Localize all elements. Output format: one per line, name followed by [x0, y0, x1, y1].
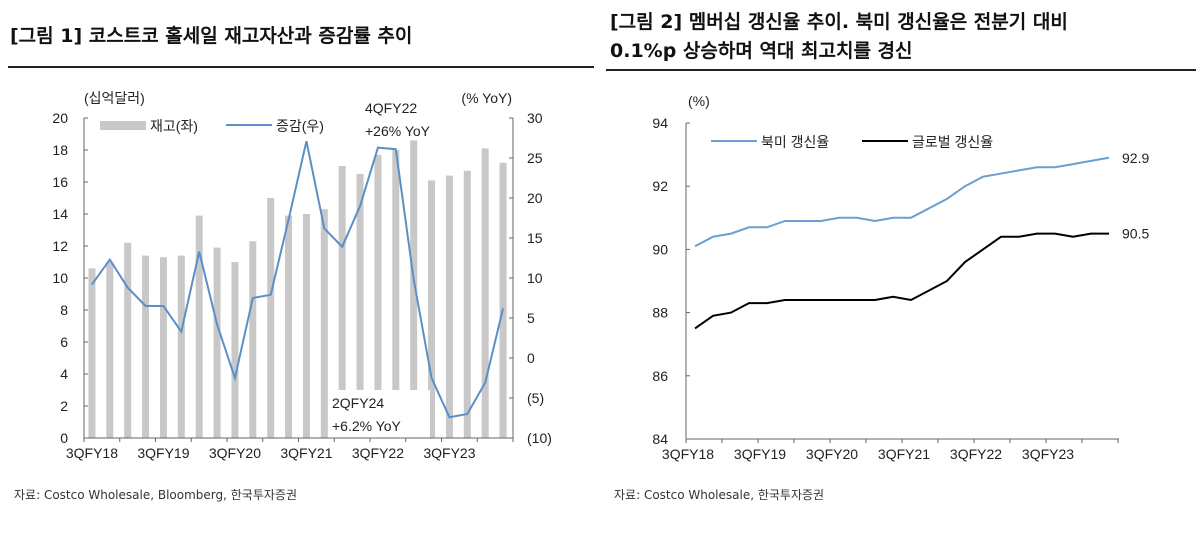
legend-inventory: 재고(좌) — [150, 118, 198, 134]
right-tick-label: 20 — [527, 190, 543, 206]
inventory-bar — [285, 215, 293, 438]
x-tick-label: 3QFY19 — [734, 446, 786, 462]
inventory-bar — [267, 198, 275, 438]
y-tick-label: 90 — [652, 241, 668, 257]
inventory-bar — [249, 241, 257, 438]
left-tick-label: 14 — [52, 206, 68, 222]
right-tick-label: 15 — [527, 230, 543, 246]
annotation-2qfy24-bg — [330, 390, 430, 438]
annotation-2qfy24-line2: +6.2% YoY — [332, 418, 402, 434]
annotation-2qfy24-line1: 2QFY24 — [332, 395, 384, 411]
inventory-bar — [374, 154, 382, 439]
inventory-bar — [106, 262, 114, 438]
y-tick-label: 86 — [652, 368, 668, 384]
chart2-source: 자료: Costco Wholesale, 한국투자증권 — [614, 488, 825, 502]
left-unit-label: (십억달러) — [84, 90, 145, 106]
left-tick-label: 12 — [52, 238, 68, 254]
x-tick-label: 3QFY19 — [137, 445, 189, 461]
right-tick-label: 10 — [527, 270, 543, 286]
right-tick-label: 5 — [527, 310, 535, 326]
left-tick-label: 8 — [60, 302, 68, 318]
chart1-title-rule — [8, 66, 594, 68]
annotation-4qfy22-line1: 4QFY22 — [365, 100, 417, 116]
x-tick-label: 3QFY18 — [66, 445, 118, 461]
inventory-bar — [481, 148, 489, 438]
right-tick-label: (5) — [527, 390, 544, 406]
legend-yoy: 증감(우) — [276, 118, 324, 134]
inventory-bar — [463, 170, 471, 439]
global-renewal-line — [694, 232, 1109, 330]
left-tick-label: 6 — [60, 334, 68, 350]
right-unit-label: (% YoY) — [461, 90, 512, 106]
chart1-title: [그림 1] 코스트코 홀세일 재고자산과 증감률 추이 — [10, 25, 413, 47]
annotation-4qfy22-line2: +26% YoY — [365, 123, 431, 139]
left-tick-label: 16 — [52, 174, 68, 190]
inventory-bar — [320, 209, 328, 438]
x-tick-label: 3QFY22 — [950, 446, 1002, 462]
yoy-change-line — [91, 140, 505, 419]
inventory-bar — [159, 257, 167, 438]
left-tick-label: 10 — [52, 270, 68, 286]
inventory-bar — [142, 255, 150, 438]
chart2-title-line2: 0.1%p 상승하며 역대 최고치를 경신 — [610, 40, 913, 62]
y-tick-label: 88 — [652, 305, 668, 321]
inventory-bar — [338, 166, 346, 438]
end-value-label: 90.5 — [1122, 226, 1149, 242]
chart2-title-rule — [606, 69, 1196, 71]
annotation-4qfy22-bg — [364, 94, 450, 122]
inventory-bar — [392, 150, 400, 438]
inventory-bar — [410, 140, 418, 438]
chart1-source: 자료: Costco Wholesale, Bloomberg, 한국투자증권 — [14, 488, 297, 502]
right-tick-label: 30 — [527, 110, 543, 126]
inventory-bar — [88, 268, 96, 438]
inventory-bar — [195, 215, 203, 438]
inventory-bar — [213, 247, 221, 438]
inventory-bar — [302, 214, 310, 438]
inventory-bar — [177, 255, 185, 438]
inventory-bar — [499, 162, 507, 439]
left-tick-label: 4 — [60, 366, 68, 382]
y-tick-label: 94 — [652, 115, 668, 131]
right-tick-label: (10) — [527, 430, 552, 446]
left-tick-label: 18 — [52, 142, 68, 158]
x-tick-label: 3QFY21 — [280, 445, 332, 461]
x-tick-label: 3QFY21 — [878, 446, 930, 462]
legend-global: 글로벌 갱신율 — [912, 134, 993, 150]
left-tick-label: 2 — [60, 398, 68, 414]
x-tick-label: 3QFY23 — [1022, 446, 1074, 462]
inventory-bar — [356, 174, 364, 438]
inventory-bar — [428, 180, 436, 438]
inventory-bar — [445, 175, 453, 438]
unit-label: (%) — [688, 93, 710, 109]
legend-bar-swatch — [100, 121, 146, 130]
inventory-bar — [231, 262, 239, 438]
x-tick-label: 3QFY20 — [806, 446, 858, 462]
y-tick-label: 84 — [652, 431, 668, 447]
y-tick-label: 92 — [652, 178, 668, 194]
x-tick-label: 3QFY23 — [423, 445, 475, 461]
inventory-bar — [124, 242, 132, 438]
x-tick-label: 3QFY22 — [352, 445, 404, 461]
right-tick-label: 0 — [527, 350, 535, 366]
chart2-title-line1: [그림 2] 멤버십 갱신율 추이. 북미 갱신율은 전분기 대비 — [610, 11, 1068, 33]
end-value-label: 92.9 — [1122, 150, 1149, 166]
left-tick-label: 20 — [52, 110, 68, 126]
north-america-renewal-line — [694, 156, 1110, 248]
left-tick-label: 0 — [60, 430, 68, 446]
right-tick-label: 25 — [527, 150, 543, 166]
x-tick-label: 3QFY18 — [662, 446, 714, 462]
legend-north-america: 북미 갱신율 — [761, 134, 829, 150]
x-tick-label: 3QFY20 — [209, 445, 261, 461]
